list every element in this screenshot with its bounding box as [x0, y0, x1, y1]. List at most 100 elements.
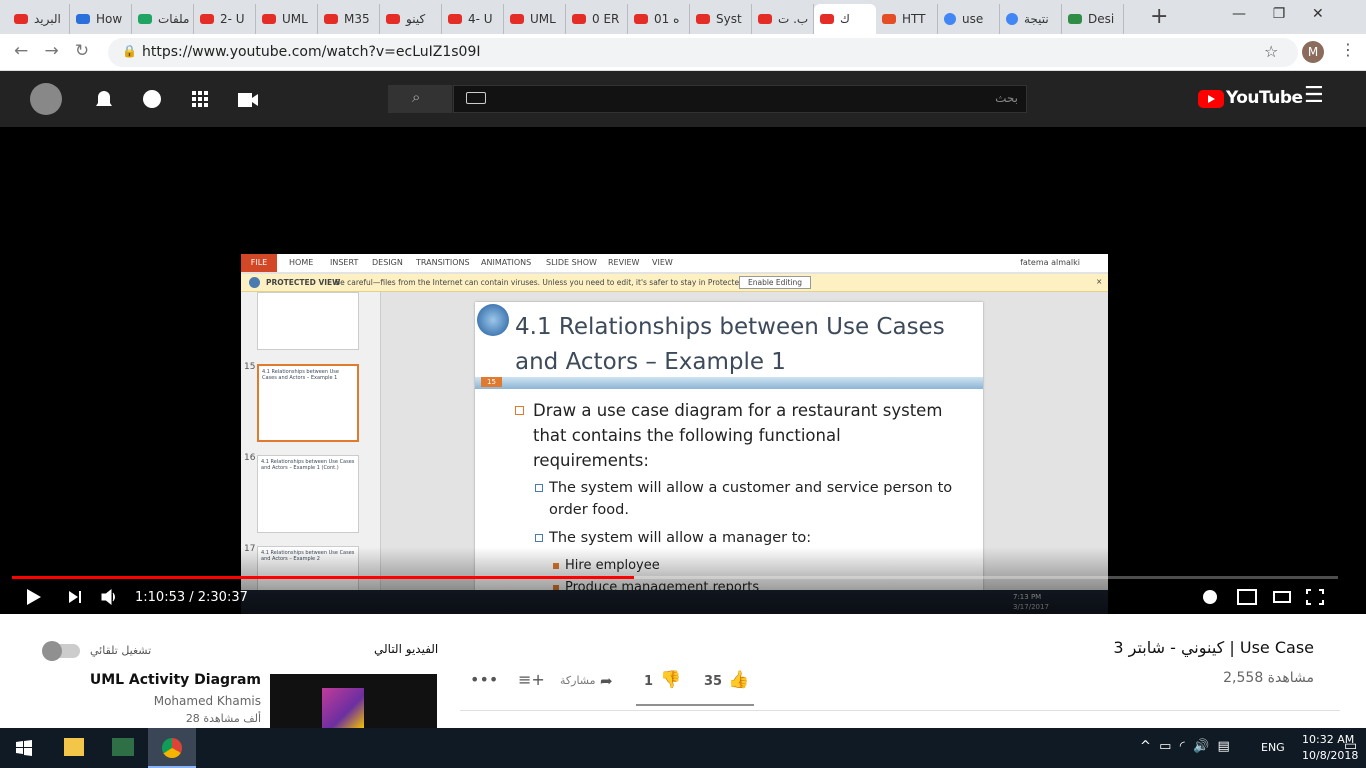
youtube-logo-icon[interactable]	[1198, 90, 1224, 108]
slide-thumbnail[interactable]: 4.1 Relationships between Use Cases and …	[257, 364, 359, 442]
nav-buttons[interactable]: ← → ↻	[14, 41, 90, 61]
profile-avatar[interactable]: M	[1302, 41, 1324, 63]
window-controls[interactable]: — ❐ ✕	[1232, 6, 1324, 22]
browser-tab[interactable]: ك	[814, 4, 876, 34]
autoplay-toggle[interactable]	[42, 641, 80, 661]
browser-tab[interactable]: UML	[504, 4, 566, 34]
bullet: Draw a use case diagram for a restaurant…	[515, 398, 955, 473]
ppt-ribbon: fatema almalki FILE HOME INSERT DESIGN TRANS…	[241, 254, 1108, 272]
new-tab-button[interactable]: +	[1150, 4, 1169, 29]
browser-tab[interactable]: 0 ER	[566, 4, 628, 34]
theater-button[interactable]	[1273, 591, 1291, 603]
slide-thumbnail[interactable]: 4.1 Relationships between Use Cases and …	[257, 455, 359, 533]
youtube-logo-text[interactable]: YouTube	[1226, 88, 1303, 108]
tab-icon	[386, 14, 400, 24]
add-to-playlist[interactable]: ≡+	[518, 670, 545, 689]
video-info: كينوني - شابتر 3 | Use Case 2,558 مشاهدة…	[0, 614, 1366, 728]
tab-icon	[696, 14, 710, 24]
ribbon-tab[interactable]: ANIMATIONS	[481, 258, 532, 267]
chrome-taskbar-item[interactable]	[148, 728, 196, 768]
next-views: 28 ألف مشاهدة	[185, 712, 261, 725]
language[interactable]: ENG	[1261, 741, 1285, 754]
fullscreen-button[interactable]	[1306, 589, 1324, 605]
protected-view-bar: PROTECTED VIEW Be careful—files from the…	[241, 274, 1108, 292]
tab-title: Syst	[716, 12, 742, 26]
tray-icons[interactable]: ^ ▭ ◜ 🔊 ▤	[1140, 739, 1230, 754]
next-thumbnail[interactable]	[270, 674, 437, 728]
apps-icon[interactable]	[192, 91, 208, 107]
app-icon[interactable]	[112, 738, 134, 756]
globe-icon	[477, 304, 509, 336]
ribbon-tab[interactable]: FILE	[241, 254, 277, 272]
protected-message: Be careful—files from the Internet can c…	[335, 278, 766, 287]
youtube-header: ⌕ بحث YouTube ☰	[0, 71, 1366, 127]
browser-tab[interactable]: ملفات	[132, 4, 194, 34]
guide-menu[interactable]: ☰	[1304, 83, 1324, 108]
thumbnail-partial	[257, 292, 359, 350]
browser-tab[interactable]: Desi	[1062, 4, 1124, 34]
dislike-button[interactable]: 👎	[660, 670, 682, 690]
next-title[interactable]: UML Activity Diagram	[89, 672, 261, 688]
account-avatar[interactable]	[30, 83, 62, 115]
ribbon-tab[interactable]: DESIGN	[372, 258, 403, 267]
slide-bar	[475, 377, 983, 389]
share-icon[interactable]: ➦	[600, 672, 613, 690]
menu-icon[interactable]: ⋮	[1340, 40, 1356, 59]
up-next-label: الفيديو التالي	[374, 642, 439, 656]
omnibox[interactable]	[108, 38, 1298, 67]
volume-button[interactable]	[101, 588, 115, 606]
browser-tab[interactable]: 01 ه	[628, 4, 690, 34]
close-bar[interactable]: ×	[1096, 277, 1103, 286]
tab-title: 01 ه	[654, 12, 680, 26]
browser-tab[interactable]: Syst	[690, 4, 752, 34]
explorer-icon[interactable]	[64, 738, 84, 756]
next-button[interactable]	[69, 591, 81, 603]
more-actions[interactable]: •••	[470, 670, 499, 689]
browser-tab[interactable]: M35	[318, 4, 380, 34]
clock-date[interactable]: 10/8/2018	[1302, 749, 1359, 762]
browser-tab[interactable]: البريد	[8, 4, 70, 34]
browser-tab[interactable]: 2- U	[194, 4, 256, 34]
messages-icon[interactable]	[143, 90, 161, 108]
ribbon-tab[interactable]: VIEW	[652, 258, 673, 267]
browser-tab[interactable]: HTT	[876, 4, 938, 34]
enable-editing-button[interactable]: Enable Editing	[739, 276, 812, 289]
thumbnail-number: 16	[244, 453, 256, 463]
search-box[interactable]: بحث	[453, 85, 1027, 113]
like-button[interactable]: 👍	[728, 670, 750, 690]
ribbon-tab[interactable]: INSERT	[330, 258, 359, 267]
play-button[interactable]	[27, 589, 41, 605]
tab-icon	[138, 14, 152, 24]
url[interactable]: https://www.youtube.com/watch?v=ecLuIZ1s…	[142, 44, 481, 60]
tab-icon	[572, 14, 586, 24]
ribbon-tab[interactable]: SLIDE SHOW	[546, 258, 597, 267]
tab-icon	[634, 14, 648, 24]
browser-tab[interactable]: ب. ت	[752, 4, 814, 34]
protected-label: PROTECTED VIEW	[266, 278, 341, 287]
video-player[interactable]: fatema almalki FILE HOME INSERT DESIGN TRANS…	[0, 127, 1366, 717]
miniplayer-button[interactable]	[1237, 589, 1257, 605]
browser-tab[interactable]: use	[938, 4, 1000, 34]
tab-title: البريد	[34, 12, 61, 26]
browser-tab[interactable]: 4- U	[442, 4, 504, 34]
ribbon-tab[interactable]: HOME	[289, 258, 314, 267]
progress-track[interactable]	[12, 576, 1338, 579]
upload-icon[interactable]	[238, 93, 258, 107]
keyboard-icon[interactable]	[466, 92, 486, 104]
tab-title: ملفات	[158, 12, 190, 26]
share-label[interactable]: مشاركة	[560, 674, 596, 687]
notifications-icon[interactable]	[96, 91, 112, 108]
ribbon-tab[interactable]: REVIEW	[608, 258, 640, 267]
clock-time[interactable]: 10:32 AM	[1302, 733, 1355, 746]
browser-tab[interactable]: How	[70, 4, 132, 34]
browser-tab[interactable]: نتيجة	[1000, 4, 1062, 34]
start-button[interactable]	[16, 740, 32, 756]
browser-tab[interactable]: UML	[256, 4, 318, 34]
settings-button[interactable]	[1203, 590, 1217, 604]
browser-tab[interactable]: كينو	[380, 4, 442, 34]
star-icon[interactable]: ☆	[1264, 42, 1279, 61]
tab-title: use	[962, 12, 984, 26]
ribbon-tab[interactable]: TRANSITIONS	[416, 258, 470, 267]
notifications[interactable]: ▭	[1344, 738, 1358, 754]
search-button[interactable]: ⌕	[388, 85, 452, 113]
